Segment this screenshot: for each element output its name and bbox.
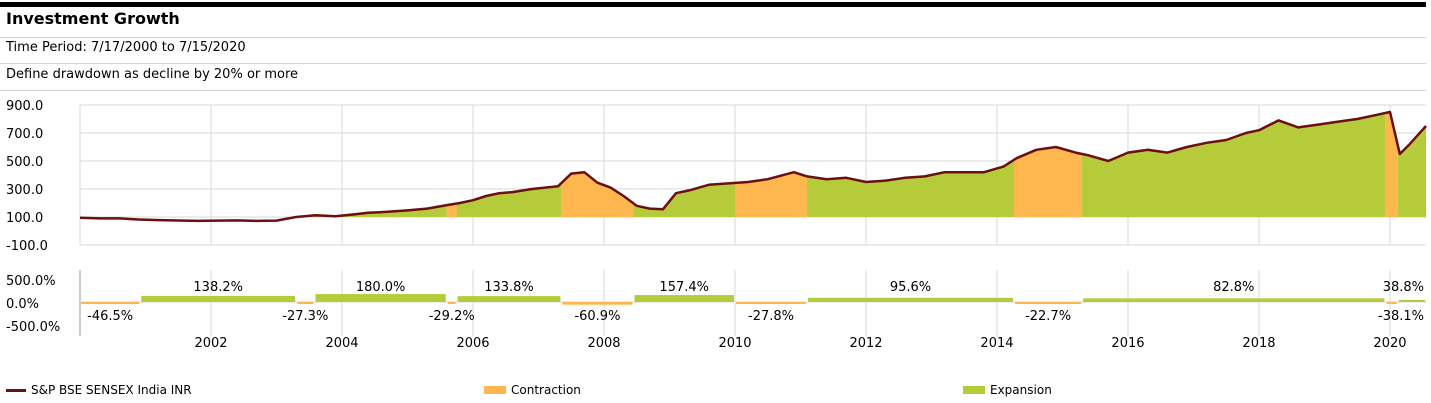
legend-item-expansion: Expansion: [963, 383, 1052, 397]
legend-expansion-swatch: [963, 386, 985, 394]
expansion-area: [1397, 126, 1426, 217]
expansion-bar: [1083, 298, 1385, 302]
bar-value-label: -27.8%: [748, 309, 794, 324]
legend-label: Expansion: [990, 383, 1052, 397]
investment-growth-chart: 900.0 700.0 500.0 300.0 100.0 -100.0 2002 2004 2…: [6, 99, 1427, 351]
x-tick-label: 2016: [1111, 336, 1144, 351]
bar-value-label: 180.0%: [356, 280, 406, 295]
contraction-bar: [562, 302, 633, 305]
bar-value-label: -38.1%: [1378, 309, 1424, 324]
bar-value-label: -46.5%: [87, 309, 133, 324]
time-period: Time Period: 7/17/2000 to 7/15/2020: [6, 40, 246, 55]
x-tick-label: 2020: [1373, 336, 1406, 351]
contraction-bar: [447, 302, 456, 304]
legend-item-line: S&P BSE SENSEX India INR: [6, 383, 192, 397]
legend-label: Contraction: [511, 383, 581, 397]
y-tick-label: 100.0: [6, 211, 43, 226]
x-tick-label: 2018: [1242, 336, 1275, 351]
contraction-area: [446, 203, 457, 217]
bar-value-label: -29.2%: [429, 309, 475, 324]
bar-y-tick-label: -500.0%: [6, 320, 60, 335]
bar-value-label: 133.8%: [484, 280, 534, 295]
bar-value-label: 95.6%: [890, 280, 931, 295]
divider: [0, 63, 1426, 64]
contraction-bar: [1015, 302, 1082, 304]
chart-title: Investment Growth: [6, 9, 180, 28]
x-tick-label: 2008: [587, 336, 620, 351]
x-tick-label: 2010: [718, 336, 751, 351]
contraction-area: [1385, 112, 1398, 217]
bar-value-label: 38.8%: [1383, 280, 1424, 295]
top-rule: [0, 2, 1426, 7]
x-tick-label: 2002: [194, 336, 227, 351]
drawdown-definition: Define drawdown as decline by 20% or mor…: [6, 67, 299, 82]
expansion-bar: [457, 296, 561, 302]
y-tick-label: -100.0: [6, 239, 48, 254]
legend-item-contraction: Contraction: [484, 383, 581, 397]
contraction-area: [1014, 147, 1083, 217]
expansion-bar: [141, 295, 296, 302]
contraction-bar: [735, 302, 807, 304]
expansion-area: [633, 182, 735, 217]
x-tick-label: 2012: [849, 336, 882, 351]
x-tick-label: 2004: [325, 336, 358, 351]
expansion-area: [456, 183, 562, 217]
contraction-area: [561, 172, 634, 217]
bar-y-tick-label: 0.0%: [6, 297, 39, 312]
expansion-bar: [634, 295, 734, 302]
divider: [0, 90, 1426, 91]
series-line: [79, 110, 1427, 223]
expansion-bar: [1398, 300, 1425, 302]
y-tick-label: 500.0: [6, 155, 43, 170]
expansion-bar: [315, 294, 446, 302]
contraction-bar: [297, 302, 314, 304]
bar-value-label: 157.4%: [659, 280, 709, 295]
expansion-area: [1082, 113, 1386, 217]
divider: [0, 37, 1426, 38]
x-tick-label: 2014: [980, 336, 1013, 351]
bar-y-tick-label: 500.0%: [6, 274, 56, 289]
y-tick-label: 700.0: [6, 127, 43, 142]
bar-value-label: -27.3%: [282, 309, 328, 324]
y-tick-label: 900.0: [6, 99, 43, 114]
legend-label: S&P BSE SENSEX India INR: [31, 383, 192, 397]
expansion-bar: [808, 297, 1014, 302]
bar-value-label: -22.7%: [1025, 309, 1071, 324]
legend-contraction-swatch: [484, 386, 506, 394]
bar-value-label: 82.8%: [1213, 280, 1254, 295]
contraction-area: [734, 172, 808, 217]
bar-value-label: 138.2%: [193, 280, 243, 295]
contraction-bar: [1386, 302, 1397, 304]
x-tick-label: 2006: [456, 336, 489, 351]
y-tick-label: 300.0: [6, 183, 43, 198]
contraction-bar: [81, 302, 140, 305]
legend-line-swatch: [6, 388, 26, 392]
expansion-area: [807, 159, 1015, 217]
expansion-area: [314, 205, 447, 217]
bar-value-label: -60.9%: [574, 309, 620, 324]
